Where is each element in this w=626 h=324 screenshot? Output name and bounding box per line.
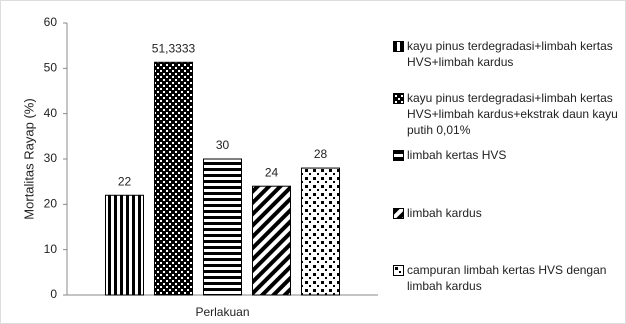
legend-entry: campuran limbah kertas HVS dengan limbah… xyxy=(393,262,621,294)
y-tick-label: 0 xyxy=(50,287,57,301)
legend-entry: limbah kardus xyxy=(393,205,621,221)
swatch-pattern xyxy=(394,42,403,51)
data-label: 30 xyxy=(216,138,230,152)
swatch-pattern xyxy=(394,94,403,103)
y-tick-label: 20 xyxy=(44,197,58,211)
swatch-pattern xyxy=(394,209,403,218)
swatch-pattern xyxy=(394,151,403,160)
legend-swatch xyxy=(393,93,404,104)
swatch-fill xyxy=(394,266,403,275)
legend-label: kayu pinus terdegradasi+limbah kertas HV… xyxy=(407,91,618,137)
swatch-pattern xyxy=(394,266,403,275)
data-label: 51,3333 xyxy=(152,41,196,55)
y-tick-label: 50 xyxy=(44,61,58,75)
legend-entry: kayu pinus terdegradasi+limbah kertas HV… xyxy=(393,38,621,70)
legend-label: campuran limbah kertas HVS dengan limbah… xyxy=(407,263,607,293)
y-tick-label: 40 xyxy=(44,106,58,120)
legend-entry: kayu pinus terdegradasi+limbah kertas HV… xyxy=(393,90,621,138)
legend-swatch xyxy=(393,208,404,219)
swatch-fill xyxy=(394,209,403,218)
y-tick-label: 10 xyxy=(44,242,58,256)
bar xyxy=(252,185,291,296)
data-label: 24 xyxy=(265,165,279,179)
y-tick-label: 60 xyxy=(44,15,58,29)
legend-swatch xyxy=(393,150,404,161)
legend-entry: limbah kertas HVS xyxy=(393,147,621,163)
y-tick-label: 30 xyxy=(44,151,58,165)
legend-label: limbah kertas HVS xyxy=(407,148,507,162)
bar xyxy=(154,61,193,296)
bar xyxy=(203,158,242,296)
swatch-fill xyxy=(394,42,403,51)
legend-swatch xyxy=(393,41,404,52)
legend-swatch xyxy=(393,265,404,276)
legend-label: kayu pinus terdegradasi+limbah kertas HV… xyxy=(407,39,613,69)
swatch-fill xyxy=(394,94,403,103)
data-label: 28 xyxy=(314,147,328,161)
y-axis-label: Mortalitas Rayap (%) xyxy=(21,98,36,219)
x-tick-label: Perlakuan xyxy=(195,305,249,319)
data-label: 22 xyxy=(118,174,132,188)
bar xyxy=(105,194,144,296)
legend-label: limbah kardus xyxy=(407,206,482,220)
swatch-fill xyxy=(394,151,403,160)
bar xyxy=(301,167,340,296)
